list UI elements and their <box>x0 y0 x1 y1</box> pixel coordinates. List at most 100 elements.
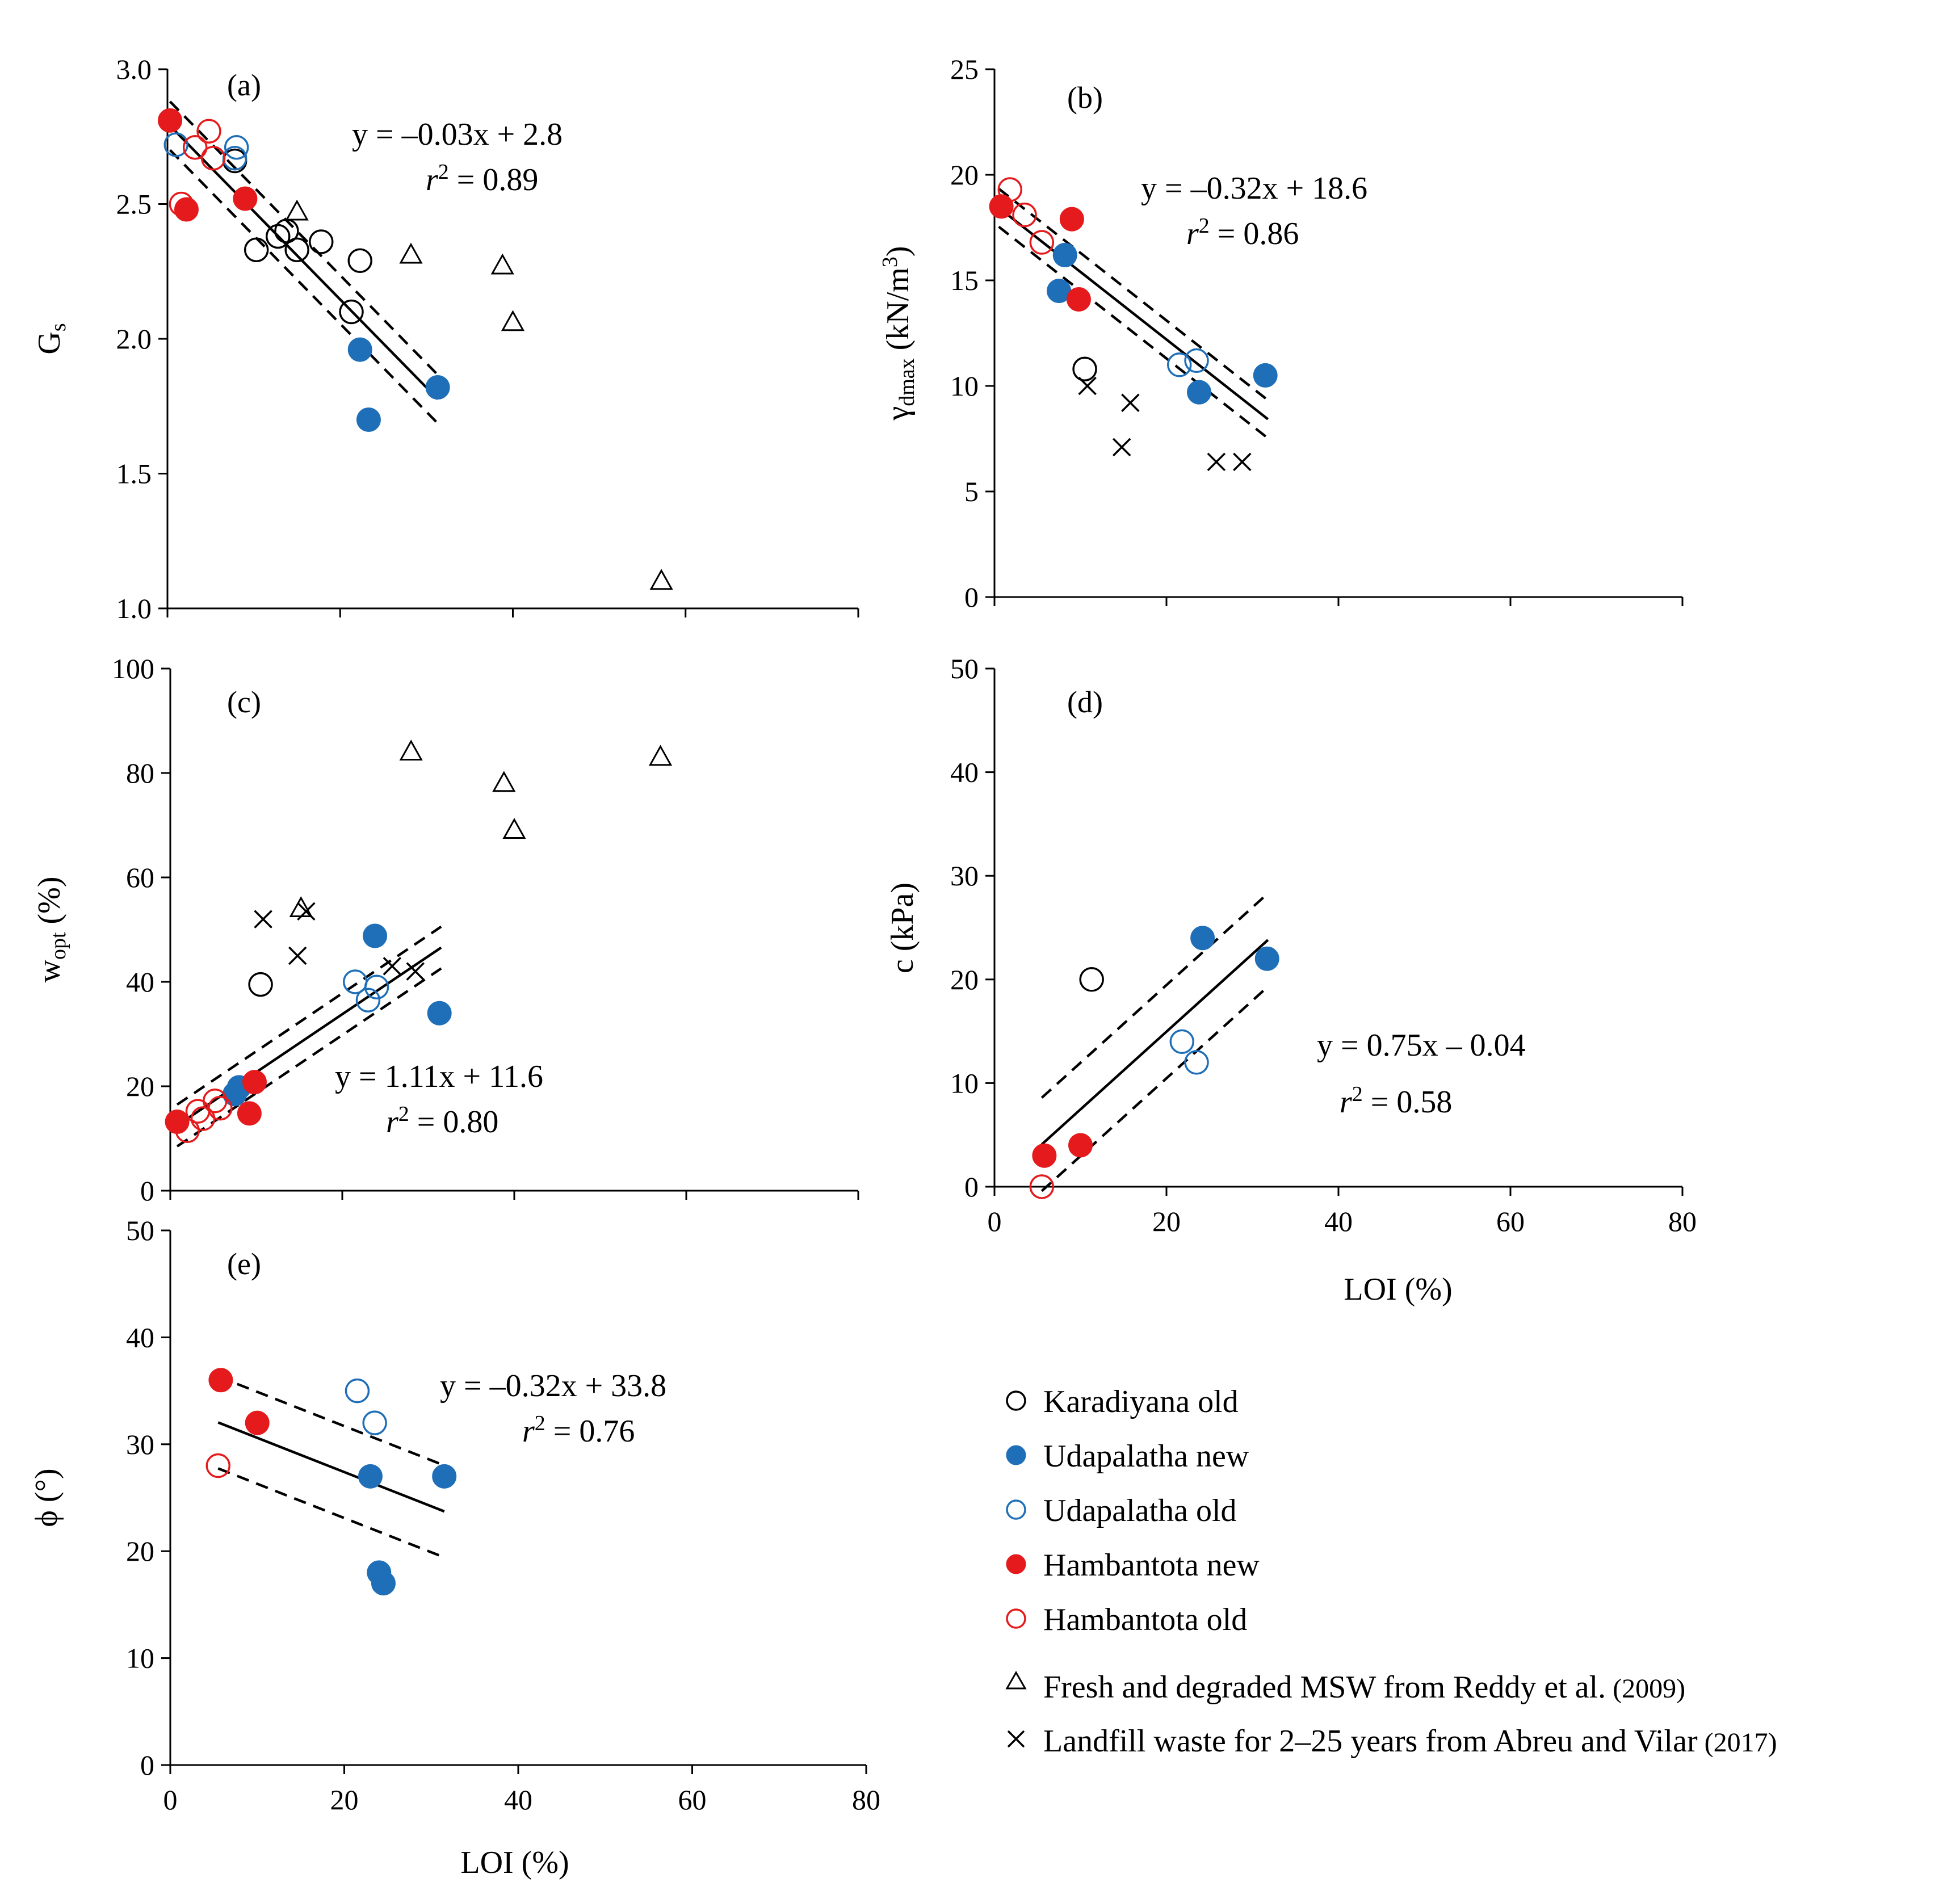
confidence-upper-line <box>1040 892 1269 1099</box>
legend-marker <box>1006 1390 1026 1411</box>
data-point-reddy <box>492 771 516 792</box>
data-point-karadiyana-old <box>244 237 269 262</box>
regression-equation: y = 0.75x – 0.04 <box>1317 1028 1526 1063</box>
regression-line <box>176 946 442 1127</box>
x-tick-label: 40 <box>504 1784 532 1816</box>
y-axis-label: γdmax (kN/m3) <box>878 246 919 421</box>
x-tick-label: 60 <box>1496 1205 1525 1237</box>
data-point-abreu <box>254 910 272 928</box>
x-tick-label: 80 <box>1668 1205 1697 1237</box>
y-tick-label: 2.0 <box>116 323 152 355</box>
data-point-karadiyana-old <box>248 972 273 997</box>
data-point-udapalatha-new <box>347 337 372 362</box>
y-tick-label: 3.0 <box>116 53 152 85</box>
data-point-udapalatha-new <box>371 1571 396 1596</box>
data-point-karadiyana-old <box>1072 356 1097 381</box>
y-tick-label: 25 <box>950 53 979 85</box>
data-point-hambantota-new <box>158 108 183 133</box>
r-squared: r2 = 0.80 <box>386 1102 498 1140</box>
data-point-hambantota-old <box>1012 202 1037 228</box>
x-tick-label: 0 <box>988 1205 1002 1237</box>
panel-e: 0 10 20 30 40 50 0 20 40 60 80 LOI (%) ϕ (°) (e) y = –… <box>29 1215 880 1880</box>
regression-line <box>169 125 439 400</box>
data-point-hambantota-new <box>1066 287 1091 312</box>
y-tick-label: 60 <box>126 862 154 893</box>
data-point-abreu <box>1121 393 1140 412</box>
y-tick-label: 100 <box>112 653 154 684</box>
y-axis-label: wopt (%) <box>32 877 70 983</box>
y-tick-label: 20 <box>126 1070 154 1102</box>
panel-a: 1.0 1.5 2.0 2.5 3.0 Gs (a) y = –0.03x + 2.8 r2 =… <box>32 53 859 624</box>
data-point-hambantota-old <box>205 1453 231 1478</box>
y-tick-label: 20 <box>950 964 979 995</box>
data-point-hambantota-old <box>182 135 208 160</box>
legend-item-karadiyana-old: Karadiyana old <box>1006 1384 1239 1419</box>
data-point-hambantota-new <box>233 186 258 211</box>
data-point-udapalatha-old <box>1169 1029 1195 1054</box>
data-point-udapalatha-new <box>1190 926 1215 951</box>
data-point-hambantota-old <box>169 191 194 217</box>
data-point-hambantota-old <box>175 1118 200 1143</box>
regression-line <box>998 207 1269 421</box>
y-tick-label: 10 <box>126 1642 154 1674</box>
data-point-hambantota-new <box>208 1368 233 1393</box>
data-point-karadiyana-old <box>347 248 372 273</box>
data-point-reddy <box>399 242 423 264</box>
data-point-udapalatha-new <box>1052 242 1077 267</box>
y-tick-label: 50 <box>950 653 979 684</box>
legend-marker <box>1006 1499 1026 1520</box>
data-point-udapalatha-old <box>1184 348 1209 373</box>
data-point-hambantota-new <box>237 1101 262 1126</box>
legend-marker <box>1006 1445 1026 1465</box>
y-tick-label: 1.0 <box>116 593 152 624</box>
data-point-udapalatha-new <box>1187 380 1212 405</box>
legend-label: Udapalatha new <box>1043 1439 1249 1474</box>
x-tick-label: 80 <box>852 1784 880 1816</box>
x-tick-label: 20 <box>1152 1205 1181 1237</box>
y-tick-label: 40 <box>950 757 979 788</box>
r-squared: r2 = 0.58 <box>1340 1082 1452 1120</box>
confidence-lower-line <box>169 149 439 425</box>
data-point-hambantota-old <box>997 177 1023 202</box>
panel-label: (e) <box>227 1247 261 1281</box>
x-axis-label: LOI (%) <box>1344 1272 1452 1307</box>
y-tick-label: 0 <box>140 1175 154 1207</box>
confidence-lower-line <box>1040 985 1269 1192</box>
legend-item-udapalatha-old: Udapalatha old <box>1006 1493 1237 1528</box>
legend-item-hambantota-old: Hambantota old <box>1006 1602 1247 1637</box>
legend-marker <box>1006 1554 1026 1574</box>
data-point-udapalatha-old <box>345 1378 370 1404</box>
regression-equation: y = –0.32x + 33.8 <box>440 1368 666 1404</box>
y-tick-label: 1.5 <box>116 458 152 490</box>
data-point-abreu <box>406 962 425 981</box>
data-point-reddy <box>649 569 673 590</box>
y-tick-label: 0 <box>964 581 979 613</box>
x-axis-label: LOI (%) <box>460 1845 569 1880</box>
data-point-karadiyana-old <box>284 237 309 262</box>
y-tick-label: 2.5 <box>116 188 152 220</box>
data-point-udapalatha-old <box>222 146 247 171</box>
legend-marker <box>1007 1730 1025 1748</box>
data-point-reddy <box>490 253 514 275</box>
data-point-hambantota-new <box>242 1070 267 1095</box>
x-tick-label: 0 <box>163 1784 178 1816</box>
data-point-udapalatha-new <box>425 375 450 400</box>
data-point-reddy <box>648 745 673 766</box>
data-point-reddy <box>501 310 525 331</box>
y-tick-label: 10 <box>950 370 979 402</box>
regression-line <box>1040 939 1269 1146</box>
data-point-abreu <box>1078 376 1097 396</box>
data-point-udapalatha-old <box>163 132 188 157</box>
data-point-abreu <box>288 946 307 965</box>
legend-item-reddy: Fresh and degraded MSW from Reddy et al.… <box>1005 1670 1685 1705</box>
legend-label: Karadiyana old <box>1043 1384 1239 1419</box>
data-point-hambantota-old <box>1029 1174 1055 1199</box>
data-point-udapalatha-old <box>224 135 249 160</box>
y-tick-label: 40 <box>126 966 154 998</box>
confidence-lower-line <box>998 225 1269 439</box>
data-point-hambantota-new <box>1059 207 1084 232</box>
data-point-udapalatha-old <box>362 1410 387 1435</box>
y-tick-label: 20 <box>950 159 979 191</box>
legend-label: Landfill waste for 2–25 years from Abreu… <box>1043 1724 1777 1759</box>
legend-item-abreu: Landfill waste for 2–25 years from Abreu… <box>1007 1724 1777 1759</box>
